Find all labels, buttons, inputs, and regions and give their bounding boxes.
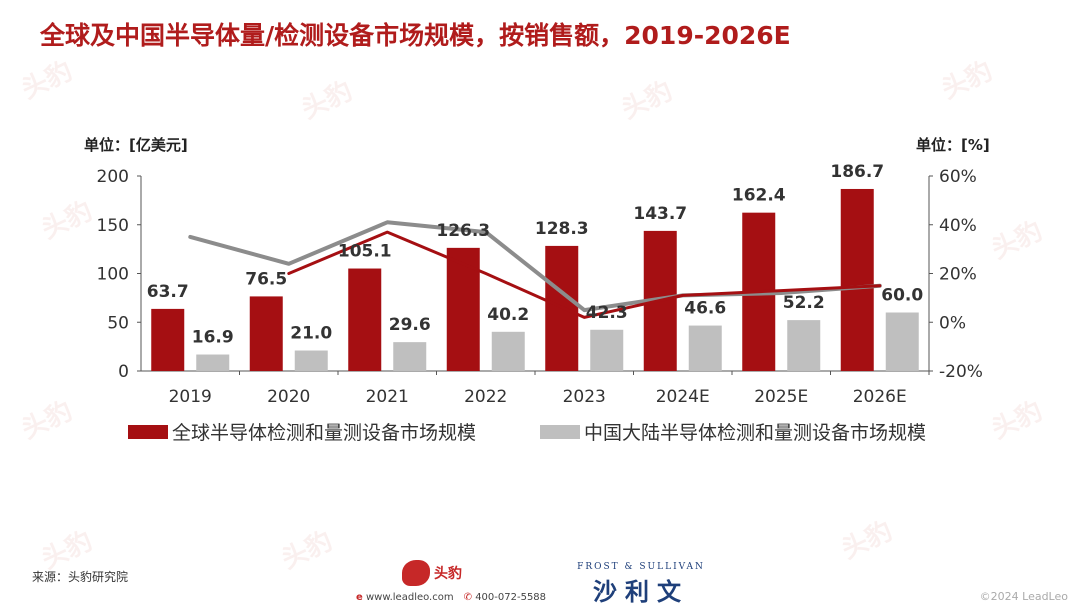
leadleo-logo: 头豹 <box>402 560 462 586</box>
data-label-global: 128.3 <box>535 219 589 239</box>
legend-label-global: 全球半导体检测和量测设备市场规模 <box>172 422 477 444</box>
right-tick-label: 60% <box>939 167 977 187</box>
fs-logo-big: 沙利文 <box>593 578 689 606</box>
data-label-global: 105.1 <box>338 242 392 262</box>
phone-icon: ✆ <box>463 592 472 603</box>
bar-china <box>196 354 230 371</box>
leopard-icon <box>402 560 430 586</box>
left-tick-label: 100 <box>97 265 129 285</box>
data-label-global: 76.5 <box>245 269 287 289</box>
data-label-china: 52.2 <box>783 293 825 313</box>
legend-label-china: 中国大陆半导体检测和量测设备市场规模 <box>584 422 927 444</box>
bar-global <box>151 308 185 371</box>
left-tick-label: 0 <box>118 362 129 382</box>
x-tick-label: 2024E <box>656 387 710 407</box>
legend-swatch-global <box>128 424 168 439</box>
left-tick-label: 200 <box>97 167 129 187</box>
bar-global <box>840 188 874 371</box>
data-label-china: 40.2 <box>487 305 529 325</box>
right-tick-label: 0% <box>939 313 966 333</box>
data-label-china: 16.9 <box>192 328 234 348</box>
page-title: 全球及中国半导体量/检测设备市场规模，按销售额，2019-2026E <box>40 21 791 50</box>
data-label-china: 46.6 <box>684 299 726 319</box>
bar-china <box>393 342 427 371</box>
website[interactable]: e www.leadleo.com <box>356 592 454 603</box>
copyright: ©2024 LeadLeo <box>979 590 1068 603</box>
data-label-global: 126.3 <box>436 221 490 241</box>
globe-icon: e <box>356 592 363 603</box>
left-tick-label: 150 <box>97 216 129 236</box>
bar-china <box>885 312 919 371</box>
source-note: 来源：头豹研究院 <box>32 570 129 584</box>
data-label-global: 186.7 <box>830 162 884 182</box>
frost-sullivan-logo: FROST & SULLIVAN 沙利文 <box>566 562 716 607</box>
x-tick-label: 2025E <box>754 387 808 407</box>
bar-china <box>688 325 722 371</box>
x-tick-label: 2022 <box>464 387 507 407</box>
bar-china <box>590 329 624 371</box>
right-tick-label: -20% <box>939 362 983 382</box>
leadleo-logo-text: 头豹 <box>434 566 462 582</box>
x-tick-label: 2019 <box>169 387 212 407</box>
phone: ✆ 400-072-5588 <box>463 592 547 603</box>
x-tick-label: 2021 <box>366 387 409 407</box>
bar-global <box>446 247 480 371</box>
contact-info: e www.leadleo.com ✆ 400-072-5588 <box>356 592 546 603</box>
bar-china <box>787 320 821 371</box>
data-label-china: 42.3 <box>586 303 628 323</box>
bar-global <box>249 296 283 371</box>
legend-global: 全球半导体检测和量测设备市场规模 <box>128 418 476 445</box>
data-label-global: 63.7 <box>147 282 189 302</box>
data-label-china: 21.0 <box>290 324 332 344</box>
x-tick-label: 2026E <box>853 387 907 407</box>
bar-china <box>491 331 525 371</box>
right-tick-label: 40% <box>939 216 977 236</box>
data-label-china: 29.6 <box>389 315 431 335</box>
line-china-growth <box>188 220 882 313</box>
bar-china <box>294 350 328 371</box>
data-label-global: 143.7 <box>633 204 687 224</box>
right-tick-label: 20% <box>939 265 977 285</box>
fs-logo-small: FROST & SULLIVAN <box>577 562 705 572</box>
right-axis-unit: 单位：[%] <box>916 136 990 154</box>
line-global-growth <box>287 230 882 319</box>
legend-swatch-china <box>540 424 580 439</box>
left-tick-label: 50 <box>107 313 129 333</box>
x-tick-label: 2020 <box>267 387 310 407</box>
data-label-china: 60.0 <box>881 286 923 306</box>
data-label-global: 162.4 <box>732 186 786 206</box>
bar-global <box>348 268 382 371</box>
legend-china: 中国大陆半导体检测和量测设备市场规模 <box>540 418 926 445</box>
left-axis-unit: 单位：[亿美元] <box>84 136 188 154</box>
x-tick-label: 2023 <box>563 387 606 407</box>
